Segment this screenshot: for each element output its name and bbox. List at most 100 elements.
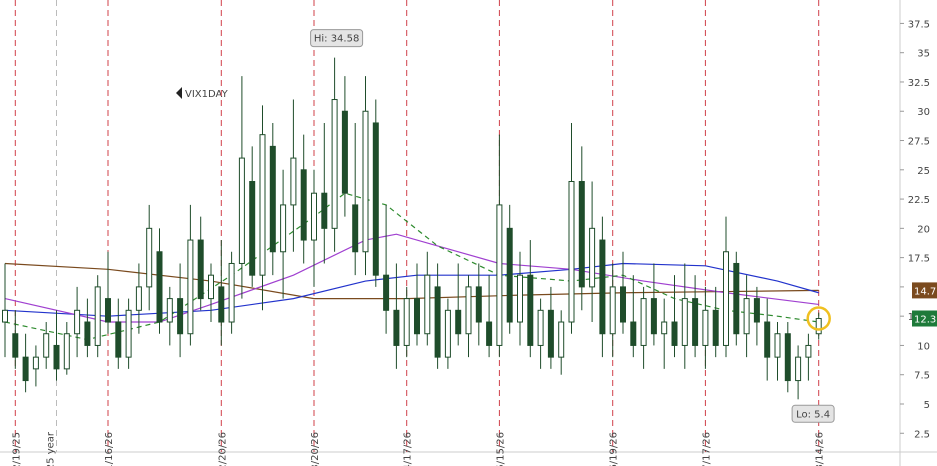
candle-body	[74, 309, 81, 335]
candle-body	[465, 286, 472, 335]
x-tick-label: 1/16/26	[104, 432, 115, 466]
candle-body	[527, 274, 534, 346]
candle-body	[414, 298, 420, 335]
candle-body	[12, 333, 19, 358]
candle-body	[455, 309, 462, 335]
candle-body	[723, 251, 729, 346]
price-label: 14.7	[914, 286, 936, 297]
candle-body	[300, 169, 307, 241]
y-tick-label: 10	[917, 341, 930, 352]
candle-body	[341, 110, 348, 194]
candle-body	[733, 262, 740, 335]
candle-body	[197, 239, 204, 300]
candle-body	[32, 356, 39, 370]
y-tick-label: 30	[917, 107, 930, 118]
candle-body	[599, 239, 606, 335]
y-tick-label: 27.5	[908, 137, 930, 148]
lo-label: Lo: 5.4	[796, 409, 830, 420]
candle-body	[609, 286, 616, 335]
candle-body	[63, 333, 70, 370]
candle-body	[146, 227, 153, 288]
candle-body	[764, 321, 771, 358]
price-label-box	[912, 310, 937, 327]
candle-body	[383, 274, 390, 311]
x-tick-label: 2/20/26	[217, 432, 228, 466]
candle-body	[589, 227, 596, 288]
y-tick-label: 25	[917, 166, 930, 177]
candle-body	[661, 321, 668, 335]
candle-body	[671, 321, 678, 346]
y-tick-label: 7.5	[914, 371, 930, 382]
candle-body	[486, 321, 493, 346]
candle-body	[135, 286, 142, 311]
candle-body	[434, 286, 441, 358]
candle-body	[177, 298, 184, 335]
candle-body	[290, 157, 297, 206]
x-tick-label: 4/17/26	[403, 432, 414, 466]
y-tick-label: 20	[917, 224, 930, 235]
candle-body	[156, 251, 163, 323]
candle-body	[53, 344, 60, 370]
y-tick-label: 35	[917, 49, 930, 60]
candle-body	[444, 309, 451, 358]
candle-body	[269, 145, 276, 253]
y-tick-label: 5	[924, 400, 930, 411]
hi-label: Hi: 34.58	[314, 34, 359, 45]
candle-body	[259, 134, 266, 276]
hi-box	[310, 29, 364, 48]
candle-body	[702, 309, 709, 346]
candle-body	[537, 309, 544, 346]
candle-body	[650, 298, 657, 335]
candle-body	[43, 333, 50, 358]
candle-body	[547, 309, 554, 358]
candle-body	[115, 321, 122, 358]
candle-body	[753, 298, 760, 323]
x-tick-label: 8/14/26	[815, 432, 826, 466]
candle-body	[815, 318, 822, 335]
candle-body	[784, 333, 791, 382]
symbol-marker	[176, 87, 182, 99]
candle-body	[424, 274, 431, 335]
candle-body	[372, 122, 379, 276]
candle-body	[228, 262, 235, 323]
year-label: 2025 year	[46, 431, 57, 466]
candle-body	[620, 286, 626, 323]
candle-body	[321, 192, 328, 229]
price-label-box	[912, 282, 937, 299]
candle-body	[280, 204, 287, 253]
candle-body	[712, 309, 719, 346]
candle-body	[403, 298, 410, 346]
y-tick-label: 2.5	[914, 429, 930, 440]
candle-body	[496, 204, 503, 346]
candle-body	[125, 309, 132, 358]
candle-body	[362, 110, 369, 253]
candle-body	[774, 333, 781, 358]
lo-box	[791, 404, 835, 423]
y-tick-label: 17.5	[908, 254, 930, 265]
candle-body	[166, 298, 173, 323]
x-tick-label: 3/20/26	[310, 432, 321, 466]
candle-body	[187, 239, 194, 335]
candle-body	[743, 298, 750, 335]
candle-body	[105, 298, 111, 323]
candle-body	[249, 181, 256, 276]
candle-body	[311, 192, 317, 241]
candle-body	[393, 309, 400, 346]
moving-average	[4, 192, 819, 341]
candle-body	[218, 286, 225, 323]
candle-body	[640, 298, 647, 346]
x-tick-label: 12/19/25	[11, 432, 22, 466]
candle-body	[208, 274, 214, 300]
y-tick-label: 32.5	[908, 78, 930, 89]
candle-body	[578, 181, 585, 288]
y-tick-label: 22.5	[908, 195, 930, 206]
candle-body	[352, 204, 359, 253]
candle-body	[568, 181, 575, 323]
candle-body	[630, 321, 637, 346]
candle-body	[331, 99, 338, 229]
last-price-highlight	[806, 306, 831, 331]
candle-body	[475, 286, 482, 323]
candle-body	[238, 157, 245, 264]
